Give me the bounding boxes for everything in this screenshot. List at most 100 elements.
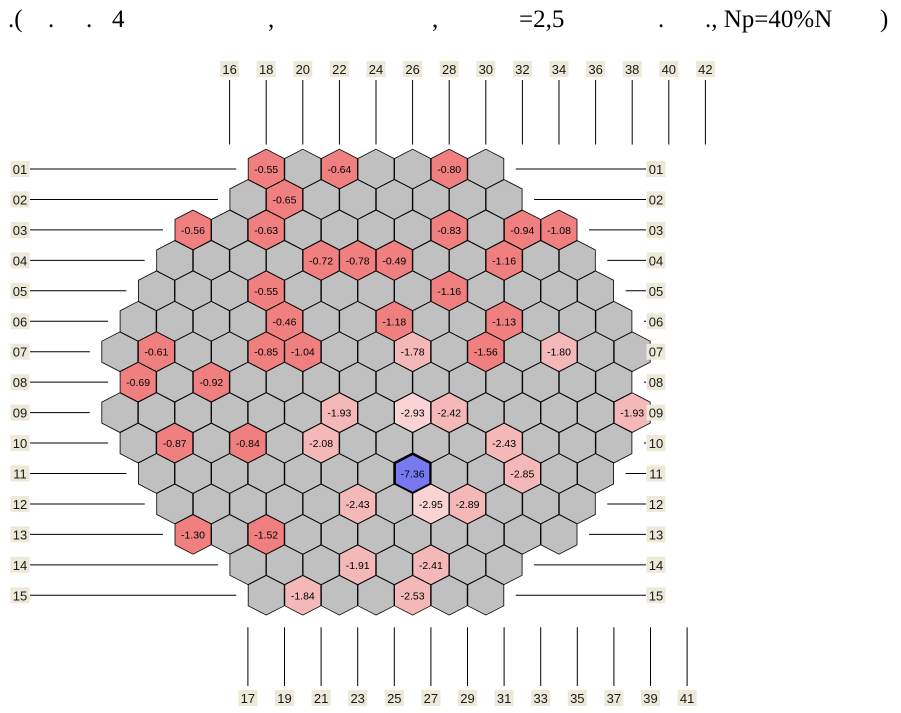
coordinate-label: 04 — [646, 252, 666, 269]
coordinate-label-text: 37 — [607, 691, 621, 706]
fuel-assembly-cell[interactable]: -0.49 — [375, 240, 413, 281]
fuel-assembly-cell[interactable]: -2.43 — [339, 483, 377, 525]
fuel-assembly-cell[interactable]: -2.53 — [394, 575, 432, 616]
fuel-assembly-cell[interactable] — [467, 575, 505, 616]
coordinate-label-bg — [384, 690, 404, 706]
coordinate-label-bg — [348, 690, 368, 706]
coordinate-label-text: 11 — [13, 467, 27, 482]
coordinate-label-text: 24 — [369, 62, 383, 77]
caption-part: ) — [880, 6, 889, 33]
coordinate-label-bg — [10, 252, 30, 269]
coordinate-label: 19 — [275, 690, 294, 706]
coordinate-label-text: 08 — [13, 375, 27, 390]
cell-value: -0.72 — [309, 255, 333, 267]
caption-part: . — [658, 6, 665, 33]
cell-value: -1.16 — [492, 255, 516, 267]
coordinate-label-text: 11 — [649, 467, 663, 482]
coordinate-label-text: 14 — [649, 558, 663, 573]
coordinate-label: 32 — [512, 61, 532, 77]
fuel-assembly-cell[interactable]: -0.55 — [247, 148, 285, 190]
fuel-assembly-cell[interactable]: -1.13 — [485, 300, 523, 342]
coordinate-label-bg — [10, 282, 30, 299]
fuel-assembly-cell[interactable]: -0.87 — [156, 422, 194, 464]
coordinate-label: 30 — [476, 61, 496, 77]
coordinate-label-bg — [10, 587, 30, 604]
coordinate-label-text: 02 — [649, 192, 663, 207]
fuel-assembly-cell[interactable]: -0.61 — [137, 331, 175, 372]
coordinate-label: 36 — [586, 61, 606, 77]
fuel-assembly-cell[interactable]: -1.18 — [375, 300, 413, 342]
fuel-assembly-cell[interactable]: -1.16 — [485, 240, 523, 281]
caption-part: 4 — [112, 6, 125, 33]
cell-value: -1.84 — [291, 590, 315, 602]
coordinate-label-text: 04 — [13, 253, 27, 268]
coordinate-label-bg — [646, 526, 666, 543]
cell-value: -2.53 — [401, 590, 425, 602]
coordinate-label: 05 — [646, 282, 666, 299]
fuel-assembly-cell[interactable] — [540, 514, 578, 555]
cell-value: -0.92 — [199, 377, 223, 389]
fuel-assembly-cell[interactable]: -2.08 — [302, 422, 340, 464]
fuel-assembly-cell[interactable] — [320, 575, 358, 616]
fuel-assembly-cell[interactable]: -1.16 — [430, 270, 468, 312]
fuel-assembly-cell[interactable]: -1.91 — [339, 544, 377, 586]
coordinate-label-bg — [238, 690, 258, 706]
coordinate-label: 27 — [421, 690, 441, 706]
coordinate-label: 13 — [646, 526, 666, 543]
coordinate-label-text: 08 — [649, 375, 663, 390]
fuel-assembly-cell[interactable]: -1.08 — [540, 209, 578, 251]
fuel-assembly-cell[interactable]: -1.30 — [174, 514, 212, 555]
cell-value: -0.63 — [254, 225, 278, 237]
fuel-assembly-cell[interactable]: -2.85 — [503, 453, 541, 494]
coordinate-label: 15 — [646, 587, 666, 604]
coordinate-label-text: 13 — [13, 527, 27, 542]
coordinate-label-text: 22 — [332, 62, 346, 77]
coordinate-label-text: 29 — [460, 691, 474, 706]
coordinate-label-text: 32 — [515, 62, 529, 77]
coordinate-label-bg — [646, 556, 666, 573]
coordinate-label: 09 — [10, 404, 30, 421]
coordinate-label: 05 — [10, 282, 30, 299]
coordinate-label-text: 03 — [649, 223, 663, 238]
cell-hex — [357, 575, 395, 616]
fuel-assembly-cell[interactable]: -1.56 — [467, 331, 505, 372]
fuel-assembly-cell[interactable]: -2.89 — [449, 483, 486, 525]
coordinate-label-text: 20 — [296, 62, 310, 77]
coordinate-label-text: 42 — [698, 62, 712, 77]
coordinate-label-text: 35 — [570, 691, 584, 706]
coordinate-label-bg — [366, 61, 386, 77]
fuel-assembly-cell[interactable] — [430, 575, 468, 616]
coordinate-label-bg — [512, 61, 532, 77]
coordinate-label-text: 12 — [649, 497, 663, 512]
fuel-assembly-cell[interactable]: -0.46 — [266, 300, 303, 342]
fuel-assembly-cell[interactable]: -0.56 — [174, 209, 212, 251]
coordinate-label-text: 16 — [222, 62, 236, 77]
fuel-assembly-cell[interactable]: -1.52 — [247, 514, 285, 555]
fuel-assembly-cell[interactable] — [247, 575, 285, 616]
fuel-assembly-cell[interactable]: -1.84 — [284, 575, 322, 616]
coordinate-label-bg — [677, 690, 697, 706]
coordinate-label-text: 03 — [13, 223, 27, 238]
fuel-assembly-cell[interactable] — [357, 575, 395, 616]
coordinate-label: 24 — [366, 61, 386, 77]
coordinate-label: 06 — [10, 313, 30, 330]
coordinate-label: 28 — [439, 61, 459, 77]
cell-value: -1.13 — [492, 316, 516, 328]
fuel-assembly-cell[interactable]: -0.55 — [247, 270, 285, 312]
coordinate-label: 14 — [646, 556, 666, 573]
fuel-assembly-cell[interactable]: -0.85 — [247, 331, 285, 372]
fuel-assembly-cell[interactable]: -0.72 — [302, 240, 340, 281]
coordinate-label: 10 — [646, 435, 666, 452]
coordinate-label: 11 — [646, 465, 666, 482]
cell-value: -1.93 — [327, 408, 351, 420]
coordinate-label-text: 14 — [13, 558, 27, 573]
fuel-assembly-cell[interactable]: -0.65 — [266, 179, 303, 220]
fuel-assembly-cell[interactable]: -0.78 — [339, 240, 377, 281]
coordinate-label-bg — [275, 690, 294, 706]
coordinate-label-bg — [646, 221, 666, 238]
coordinate-label-bg — [10, 313, 30, 330]
cell-value: -1.93 — [620, 408, 644, 420]
coordinate-label-bg — [646, 313, 666, 330]
fuel-assembly-cell[interactable]: -2.42 — [430, 392, 468, 433]
cell-value: -1.78 — [401, 347, 425, 359]
